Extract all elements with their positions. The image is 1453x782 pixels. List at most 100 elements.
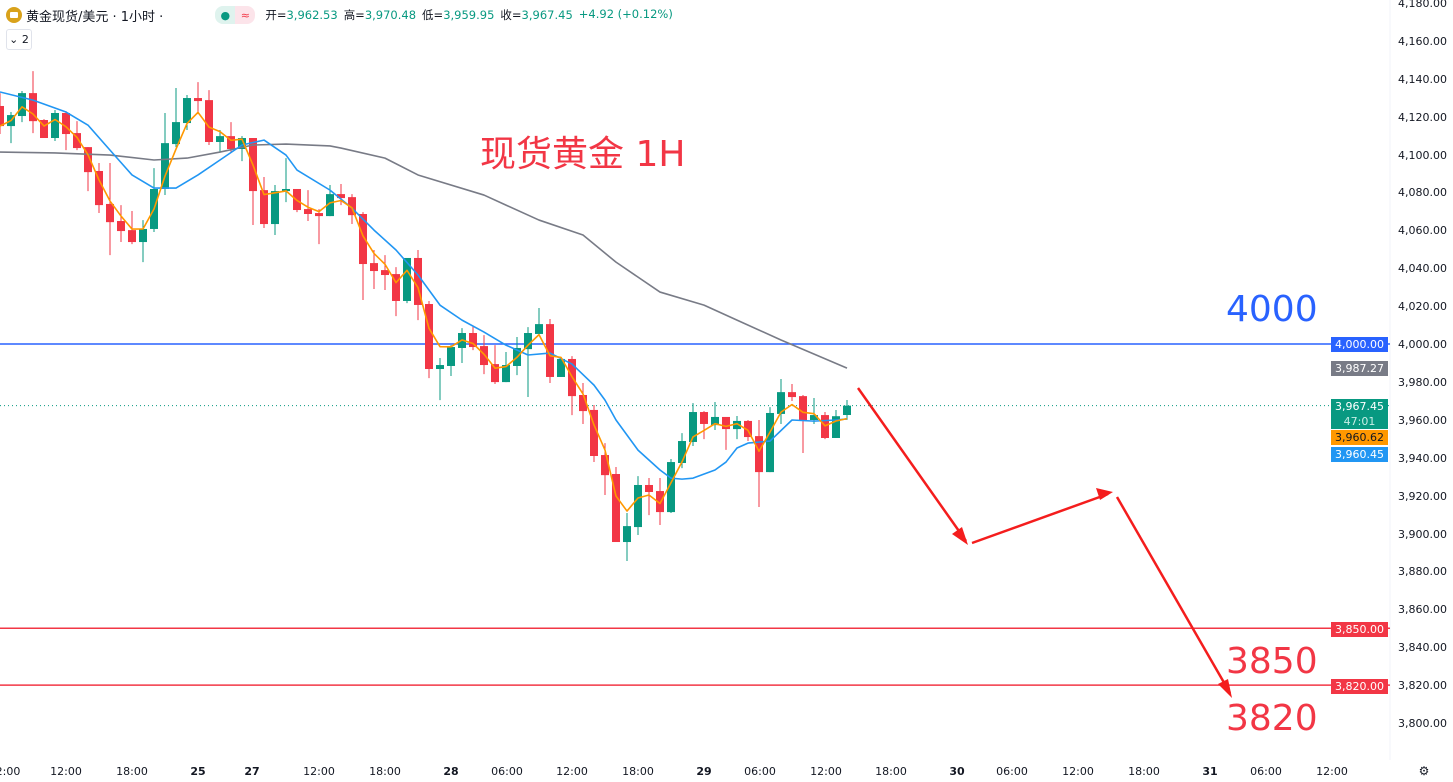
market-status-pill[interactable]: ● ≈ xyxy=(215,6,256,24)
price-label-ma-orange: 3,960.62 xyxy=(1331,430,1388,445)
time-tick: 18:00 xyxy=(1128,765,1160,778)
candle xyxy=(469,325,477,351)
candle-body xyxy=(612,473,620,543)
price-tick: 4,000.00 xyxy=(1398,338,1447,351)
time-tick: 06:00 xyxy=(1250,765,1282,778)
candle-body xyxy=(304,209,312,215)
candle xyxy=(799,394,807,453)
candle xyxy=(667,459,675,514)
moving-averages xyxy=(0,91,848,512)
price-tick: 4,020.00 xyxy=(1398,300,1447,314)
candle-body xyxy=(590,409,598,456)
arrow-down-1 xyxy=(856,387,968,542)
arrow-down-2 xyxy=(1115,496,1232,694)
candle xyxy=(447,345,455,377)
candle xyxy=(425,300,433,379)
candle-body xyxy=(491,364,499,383)
candle-body xyxy=(370,263,378,272)
price-tick: 4,120.00 xyxy=(1398,110,1447,124)
candle xyxy=(711,401,719,431)
indicators-collapse-button[interactable]: ⌄ 2 xyxy=(6,29,32,50)
candle xyxy=(733,416,741,440)
candle-body xyxy=(403,257,411,301)
candle-body xyxy=(29,93,37,122)
candle-body xyxy=(139,228,147,243)
arrowhead-1 xyxy=(952,527,968,545)
candle-body xyxy=(788,392,796,398)
price-tick: 3,840.00 xyxy=(1398,641,1447,655)
candle xyxy=(260,177,268,229)
candle-body xyxy=(260,190,268,225)
candle xyxy=(29,71,37,134)
candle-body xyxy=(546,324,554,377)
time-tick: 18:00 xyxy=(369,765,401,778)
ma-blue-line xyxy=(0,91,848,480)
candle-body xyxy=(216,136,224,142)
candle xyxy=(40,119,48,139)
candle-body xyxy=(425,304,433,370)
candle-body xyxy=(73,133,81,149)
price-label-3850: 3,850.00 xyxy=(1331,622,1388,637)
price-tick: 3,900.00 xyxy=(1398,527,1447,541)
candle xyxy=(249,138,257,225)
candle-body xyxy=(392,274,400,301)
candle xyxy=(216,130,224,153)
candle xyxy=(205,90,213,146)
symbol-title[interactable]: 黄金现货/美元 · 1小时 · xyxy=(26,9,164,25)
candle-body xyxy=(194,98,202,102)
forecast-arrows xyxy=(856,387,1232,698)
ma-orange-line xyxy=(0,106,848,512)
candle xyxy=(755,419,763,507)
candle xyxy=(656,477,664,525)
candle-body xyxy=(51,112,59,139)
candle xyxy=(414,250,422,321)
candle-body xyxy=(766,412,774,473)
low-value: 3,959.95 xyxy=(443,8,495,22)
candle xyxy=(194,82,202,115)
candle-body xyxy=(799,396,807,420)
candle xyxy=(161,112,169,196)
open-label: 开= xyxy=(265,8,287,22)
ohlc-values: 开=3,962.53 高=3,970.48 低=3,959.95 收=3,967… xyxy=(265,7,672,23)
indicator-count: 2 xyxy=(21,33,29,46)
candle-body xyxy=(117,221,125,232)
candle-body xyxy=(447,347,455,366)
candle xyxy=(436,358,444,401)
chart-title-annotation: 现货黄金 1H xyxy=(480,134,686,175)
price-tick: 3,880.00 xyxy=(1398,565,1447,579)
change-value: +4.92 (+0.12%) xyxy=(578,7,673,21)
time-tick: 12:00 xyxy=(1316,765,1348,778)
time-tick: 12:00 xyxy=(1062,765,1094,778)
candle-body xyxy=(623,526,631,543)
price-tick: 3,940.00 xyxy=(1398,451,1447,465)
gold-bar-icon xyxy=(6,7,22,23)
gear-icon[interactable]: ⚙ xyxy=(1418,764,1430,778)
candle xyxy=(579,383,587,424)
close-label: 收= xyxy=(500,8,522,22)
time-tick: 18:00 xyxy=(622,765,654,778)
high-value: 3,970.48 xyxy=(364,8,417,22)
candle-body xyxy=(843,405,851,416)
bar-countdown: 47:01 xyxy=(1331,414,1388,429)
open-value: 3,962.53 xyxy=(286,8,338,22)
candle xyxy=(788,383,796,402)
time-tick: 29 xyxy=(696,765,712,778)
candle-body xyxy=(678,441,686,464)
price-label-4000: 4,000.00 xyxy=(1331,337,1388,352)
candle xyxy=(700,411,708,440)
candle xyxy=(370,250,378,290)
ma-gray-line xyxy=(0,143,848,369)
candle-body xyxy=(689,412,697,442)
candle-body xyxy=(524,333,532,350)
price-tick: 4,160.00 xyxy=(1398,34,1447,48)
candle xyxy=(227,122,235,153)
candle-body xyxy=(0,105,4,127)
time-tick: 12:00 xyxy=(810,765,842,778)
high-label: 高= xyxy=(343,8,365,22)
price-tick: 3,860.00 xyxy=(1398,603,1447,617)
candle-body xyxy=(183,98,191,124)
candle xyxy=(0,93,4,135)
candle xyxy=(304,190,312,222)
candle-body xyxy=(832,416,840,438)
